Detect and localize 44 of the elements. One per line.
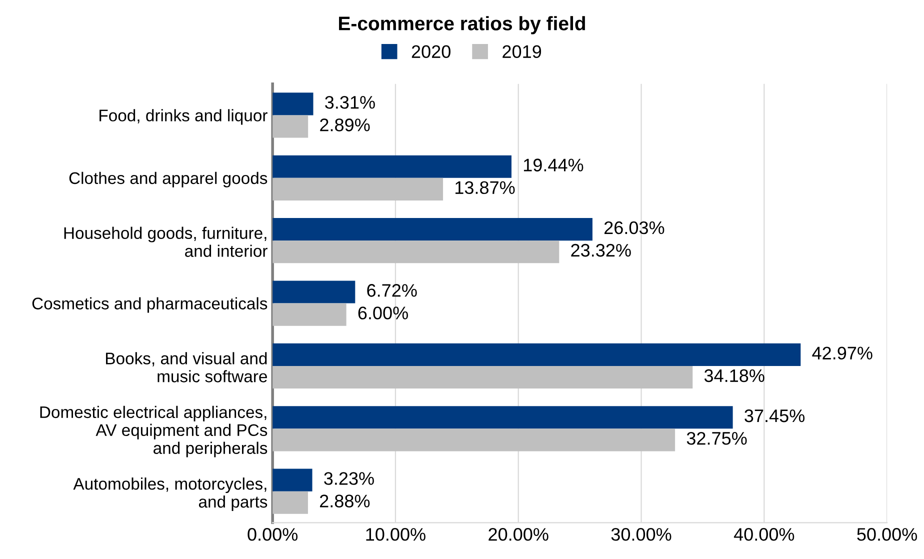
y-tick-label: Cosmetics and pharmaceuticals [32,297,268,313]
bar [272,343,801,366]
y-tick-label: Food, drinks and liquor [100,109,268,125]
x-tick-label: 40.00% [734,528,794,541]
data-label: 3.31% [325,96,375,109]
legend-label: 2019 [502,45,542,58]
data-label: 26.03% [604,221,664,234]
data-label: 2.88% [320,494,370,508]
chart-title: E-commerce ratios by field [339,16,585,34]
bar [272,155,512,178]
x-tick-label: 50.00% [857,528,918,541]
data-label: 6.72% [367,284,417,297]
bar [272,280,356,304]
y-tick-label: Automobiles, motorcycles, and parts [73,478,268,511]
bar [272,468,312,492]
bar [272,178,444,200]
bar [272,115,308,138]
legend-label: 2020 [412,45,450,58]
bar [272,240,560,264]
data-label: 3.23% [324,472,374,485]
data-label: 37.45% [744,409,805,422]
bar [272,366,693,389]
data-label: 19.44% [524,158,584,172]
y-tick-label: Clothes and apparel goods [69,172,268,188]
bar [272,303,346,326]
data-label: 34.18% [704,369,764,382]
y-tick-label: Books, and visual and music software [106,352,267,382]
bar [272,406,733,429]
x-tick-label: 10.00% [366,528,426,541]
y-tick-label: Household goods, furniture, and interior [64,226,268,257]
bar [272,92,314,116]
data-label: 13.87% [456,181,515,194]
data-label: 2.89% [320,118,370,132]
x-tick-label: 30.00% [611,528,672,541]
data-label: 42.97% [812,346,872,360]
bar [272,218,592,241]
bar [272,491,308,514]
data-label: 32.75% [686,432,747,445]
x-tick-label: 0.00% [248,528,298,541]
data-label: 23.32% [571,244,631,257]
data-label: 6.00% [358,306,408,320]
bar [272,428,676,452]
y-tick-label: Domestic electrical appliances, AV equipment and PCs and peripherals [40,406,268,458]
x-tick-label: 20.00% [488,528,548,541]
